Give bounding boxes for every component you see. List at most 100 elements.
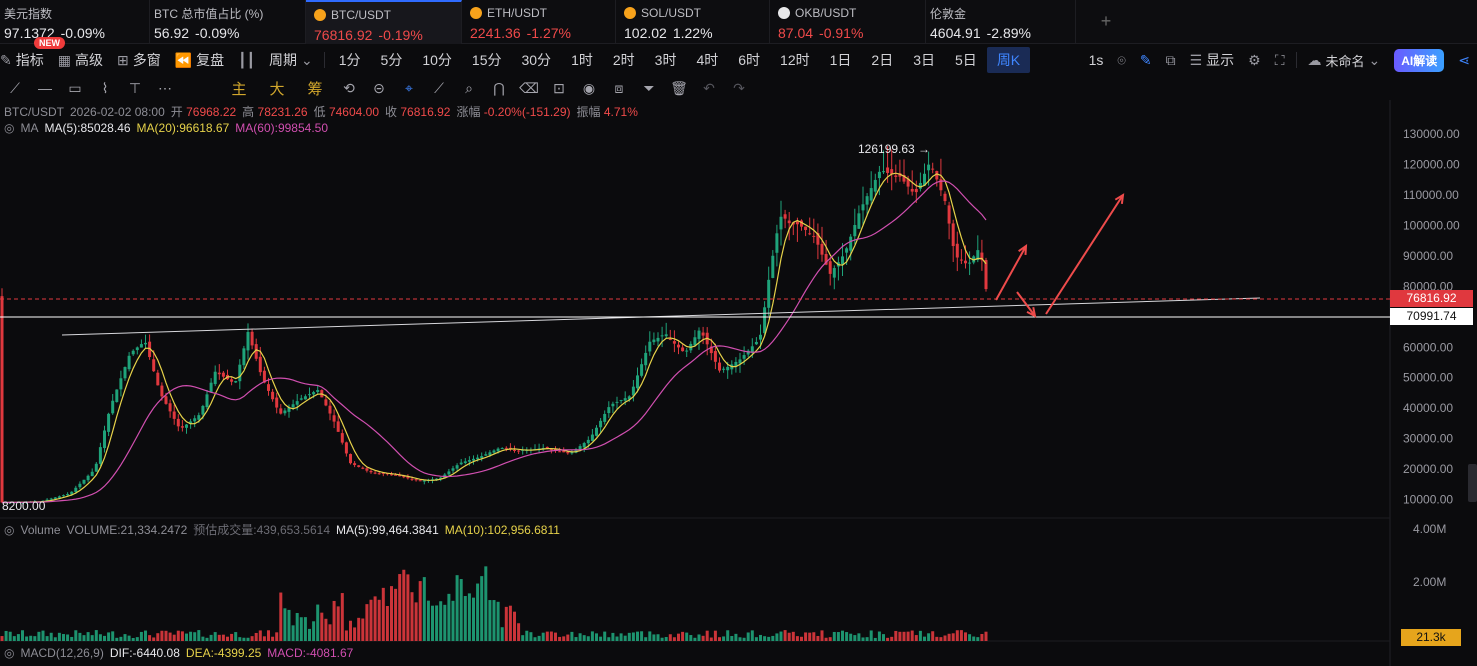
candle-body <box>86 475 90 481</box>
add-ticker-button[interactable]: + <box>1100 11 1112 31</box>
volume-bar <box>426 600 430 641</box>
rectangle-tool[interactable]: ▭ <box>68 79 82 96</box>
candle-body <box>980 252 984 261</box>
layers-icon[interactable]: ⧈ <box>614 79 624 96</box>
volume-bar <box>353 627 357 641</box>
filter-icon[interactable]: ⏷ <box>643 79 655 96</box>
interval-15[interactable]: 周K <box>986 47 1031 73</box>
volume-bar <box>529 632 533 641</box>
interval-0[interactable]: 1分 <box>338 52 361 68</box>
lock-icon[interactable]: ⊡ <box>553 79 565 96</box>
volume-bar <box>53 637 57 641</box>
eye-icon[interactable]: ◉ <box>582 79 596 96</box>
layout-dropdown[interactable]: ☁ 未命名 ⌄ <box>1301 47 1388 73</box>
measure-tool[interactable]: ⟋ <box>434 79 444 96</box>
brush-tool[interactable]: ⌇ <box>101 79 109 96</box>
volume-bar <box>185 633 188 641</box>
undo-icon[interactable]: ↶ <box>703 79 715 96</box>
volume-bar <box>385 605 389 641</box>
advanced-button[interactable]: ▦ 高级 <box>51 47 110 73</box>
candle-type-button[interactable]: ┃┃ <box>231 47 262 73</box>
interval-8[interactable]: 4时 <box>696 52 719 68</box>
magnet-icon[interactable]: ⋂ <box>493 79 505 96</box>
candle-body <box>451 468 455 471</box>
candle-body <box>303 396 307 400</box>
candle-body <box>853 225 857 237</box>
ticker-btc-usdt[interactable]: BTC/USDT 76816.92 -0.19% <box>306 0 462 44</box>
text-tool[interactable]: ⊤ <box>128 79 142 96</box>
candle-body <box>262 370 266 383</box>
share-button[interactable]: ⋖ <box>1451 47 1477 73</box>
zoom-icon[interactable]: ⌕ <box>465 79 473 96</box>
eye-icon[interactable]: ◎ <box>4 646 15 660</box>
eye-icon[interactable]: ◎ <box>4 121 15 135</box>
trend-line-tool[interactable]: ⟋ <box>10 79 20 96</box>
candle-body <box>964 260 967 264</box>
camera-button[interactable]: ⌾ <box>1110 47 1132 73</box>
multi-window-button[interactable]: ⊞ 多窗 <box>110 47 168 73</box>
replay-button[interactable]: ⏪ 复盘 <box>168 47 231 73</box>
candle-body <box>713 351 717 362</box>
settings-button[interactable]: ⚙ <box>1241 47 1268 73</box>
ticker-okb-usdt[interactable]: OKB/USDT 87.04 -0.91% <box>770 0 926 44</box>
interval-14[interactable]: 5日 <box>955 52 977 68</box>
main-force-tool[interactable]: 主 <box>231 80 247 98</box>
ticker-usd-index[interactable]: 美元指数 97.1372 -0.09% NEW <box>0 0 150 49</box>
interval-1[interactable]: 5分 <box>380 52 403 68</box>
cursor-tool[interactable]: ⌖ <box>405 79 413 96</box>
candle-body <box>812 235 816 237</box>
volume-bar <box>611 632 615 641</box>
eye-icon[interactable]: ◎ <box>4 522 15 537</box>
window-button[interactable]: ⧉ <box>1159 47 1183 73</box>
interval-4[interactable]: 30分 <box>521 52 552 68</box>
ticker-change: 1.22% <box>672 25 713 41</box>
mask-tool[interactable]: ⊝ <box>373 79 385 96</box>
one-second-button[interactable]: 1s <box>1088 52 1104 68</box>
volume-bar <box>258 630 262 641</box>
candle-body <box>0 296 4 503</box>
line-price-tag: 70991.74 <box>1390 308 1473 325</box>
more-tools[interactable]: ⋯ <box>158 79 172 96</box>
candle-body <box>750 346 754 353</box>
volume-bar <box>841 630 844 641</box>
ticker-sol-usdt[interactable]: SOL/USDT 102.02 1.22% <box>616 0 770 44</box>
draw-button[interactable]: ✎ <box>1133 47 1159 73</box>
volume-bar <box>869 630 873 641</box>
volume-bar <box>226 636 229 641</box>
volume-bar <box>381 587 385 641</box>
candle-body <box>180 426 184 428</box>
ticker-london-gold[interactable]: 伦敦金 4604.91 -2.89% <box>926 0 1076 44</box>
volume-bar <box>582 635 586 641</box>
volume-bar <box>394 588 398 641</box>
volume-bar <box>713 630 717 641</box>
volume-bar <box>718 637 721 641</box>
interval-6[interactable]: 2时 <box>612 52 635 68</box>
interval-9[interactable]: 6时 <box>738 52 761 68</box>
period-dropdown[interactable]: 周期 ⌄ <box>262 47 320 73</box>
display-button[interactable]: ☰ 显示 <box>1183 47 1242 73</box>
indicator-button[interactable]: ✎ 指标 <box>0 47 51 73</box>
trash-icon[interactable]: 🗑 <box>670 79 688 96</box>
interval-10[interactable]: 12时 <box>780 52 810 68</box>
interval-2[interactable]: 10分 <box>422 52 452 68</box>
interval-13[interactable]: 3日 <box>913 52 936 68</box>
ai-button[interactable]: AI解读 <box>1387 47 1451 73</box>
horizontal-line-tool[interactable]: — <box>38 80 52 96</box>
interval-5[interactable]: 1时 <box>571 52 593 68</box>
interval-7[interactable]: 3时 <box>654 52 677 68</box>
interval-11[interactable]: 1日 <box>829 52 852 68</box>
chip-tool[interactable]: 筹 <box>307 80 323 98</box>
candle-body <box>152 359 156 372</box>
volume-bar <box>328 624 332 641</box>
refresh-tool[interactable]: ⟲ <box>343 79 355 96</box>
ticker-btc-dominance[interactable]: BTC 总市值占比 (%) 56.92 -0.09% <box>150 0 306 44</box>
interval-12[interactable]: 2日 <box>871 52 894 68</box>
fullscreen-button[interactable]: ⛶ <box>1268 47 1292 73</box>
candlestick-chart[interactable]: 126199.63 → 8200.00 130000.00 120000.00 110… <box>0 100 1477 666</box>
eraser-icon[interactable]: ⌫ <box>519 79 539 96</box>
big-order-tool[interactable]: 大 <box>269 80 285 98</box>
ticker-eth-usdt[interactable]: ETH/USDT 2241.36 -1.27% <box>462 0 616 44</box>
scrollbar-handle[interactable] <box>1468 464 1477 502</box>
interval-3[interactable]: 15分 <box>471 52 502 68</box>
redo-icon[interactable]: ↷ <box>733 79 745 96</box>
